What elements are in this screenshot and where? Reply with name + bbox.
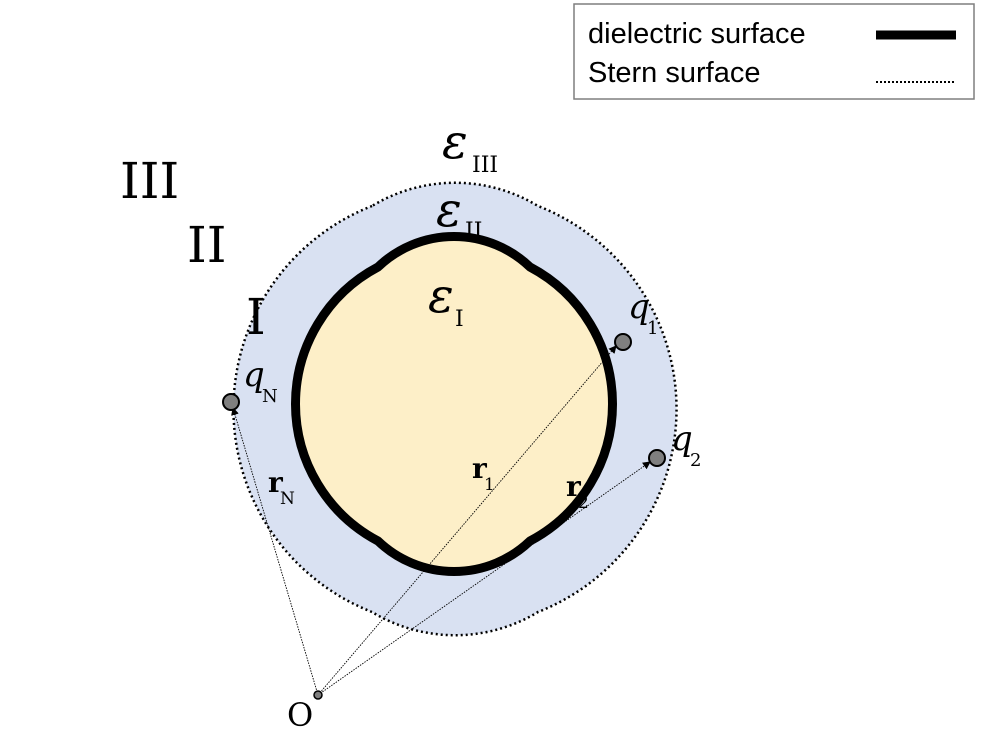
dielectric-surface	[291, 232, 617, 576]
legend-label-stern-surface: Stern surface	[588, 57, 760, 89]
charge-q1-label: q 1	[628, 287, 658, 339]
charge-qn-label: q N	[243, 355, 278, 407]
charge-q2-label: q 2	[671, 419, 701, 471]
epsilon-subscript: I	[455, 307, 464, 332]
vector-symbol: r	[566, 470, 582, 503]
vector-r2-label: r 2	[566, 470, 589, 513]
vector-subscript: 1	[484, 475, 495, 495]
permittivity-stern-layer: ε II	[436, 182, 482, 244]
legend-box	[573, 3, 975, 100]
legend-label-dielectric-surface: dielectric surface	[588, 18, 806, 50]
vector-rn-label: r N	[268, 466, 295, 509]
region-label-outer: III	[120, 152, 179, 210]
region-label-inner: I	[246, 288, 266, 346]
charge-subscript: N	[262, 386, 278, 407]
epsilon-symbol: ε	[442, 114, 468, 170]
charge-subscript: 1	[647, 318, 658, 339]
origin-label: O	[287, 696, 313, 734]
permittivity-outer: ε III	[442, 114, 498, 178]
vector-rn-arrow	[231, 407, 319, 696]
vector-subscript: 2	[578, 493, 589, 513]
vector-r1-label: r 1	[472, 452, 495, 495]
epsilon-symbol: ε	[436, 182, 462, 238]
charge-q1-marker	[614, 333, 632, 351]
vector-subscript: N	[280, 489, 295, 509]
vector-symbol: r	[472, 452, 488, 485]
charge-symbol: q	[628, 287, 650, 327]
epsilon-subscript: III	[472, 153, 498, 178]
permittivity-inner: ε I	[428, 268, 464, 332]
region-label-stern-layer: II	[187, 216, 227, 274]
vector-symbol: r	[268, 466, 284, 499]
legend: dielectric surface Stern surface	[573, 3, 975, 100]
epsilon-subscript: II	[465, 219, 482, 244]
origin-point	[313, 690, 323, 700]
charge-subscript: 2	[690, 450, 701, 471]
charge-q2-marker	[648, 449, 666, 467]
vector-r1-arrow	[317, 345, 617, 696]
charge-qn-marker	[222, 393, 240, 411]
vector-r2-arrow	[317, 461, 651, 696]
charge-symbol: q	[243, 355, 265, 395]
charge-symbol: q	[671, 419, 693, 459]
epsilon-symbol: ε	[428, 268, 454, 324]
